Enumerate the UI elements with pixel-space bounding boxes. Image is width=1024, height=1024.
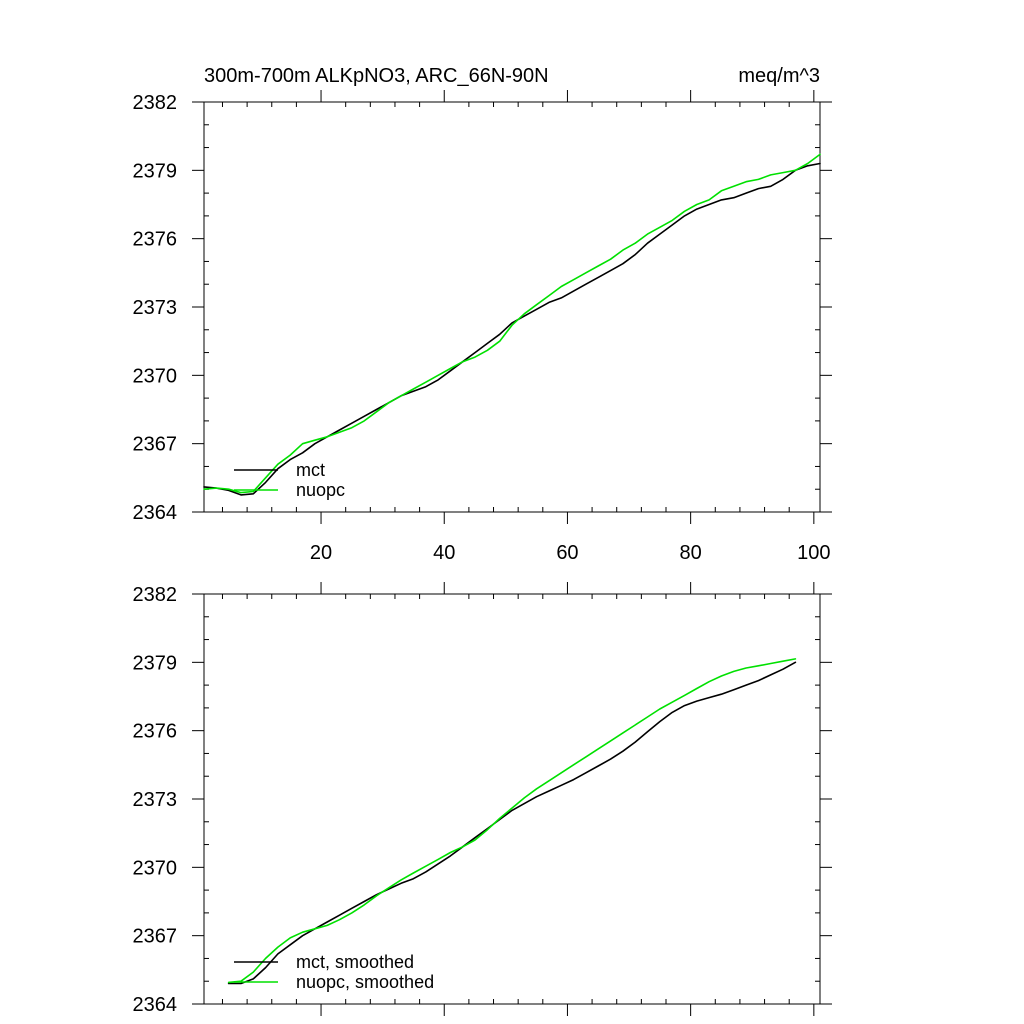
top-panel-title: 300m-700m ALKpNO3, ARC_66N-90N [204, 65, 549, 87]
bottom-panel-series [227, 658, 797, 985]
x-tick-label: 100 [797, 542, 830, 564]
series-line-nuopc-smoothed [227, 658, 797, 984]
y-tick-label: 2382 [133, 92, 178, 114]
y-tick-label: 2373 [133, 297, 178, 319]
x-tick-label: 40 [433, 542, 455, 564]
y-tick-label: 2376 [133, 721, 178, 743]
x-tick-label: 20 [310, 542, 332, 564]
y-tick-label: 2370 [133, 857, 178, 879]
x-tick-label: 80 [680, 542, 702, 564]
series-line-mct [203, 162, 821, 496]
y-tick-label: 2382 [133, 584, 178, 606]
y-tick-label: 2379 [133, 160, 178, 182]
legend-label: mct, smoothed [296, 952, 414, 972]
y-tick-label: 2370 [133, 365, 178, 387]
x-tick-label: 60 [556, 542, 578, 564]
legend-label: mct [296, 460, 325, 480]
legend-label: nuopc, smoothed [296, 972, 434, 992]
legend-label: nuopc [296, 480, 345, 500]
bottom-panel-axes: 2364 2367 2370 2373 2376 2379 2382 [133, 582, 832, 1016]
series-line-mct-smoothed [227, 661, 797, 985]
y-tick-label: 2376 [133, 229, 178, 251]
y-tick-label: 2367 [133, 926, 178, 948]
y-tick-label: 2379 [133, 652, 178, 674]
y-tick-label: 2367 [133, 434, 178, 456]
top-panel-axes: 2364 2367 2370 2373 2376 2379 2382 20 40 60 80 100 [133, 90, 832, 564]
series-line-nuopc [203, 153, 821, 494]
y-tick-label: 2364 [133, 994, 178, 1016]
y-tick-label: 2364 [133, 502, 178, 524]
top-panel: 300m-700m ALKpNO3, ARC_66N-90N meq/m^3 2… [133, 65, 832, 564]
bottom-panel: 2364 2367 2370 2373 2376 2379 2382 mct, smooth… [133, 582, 832, 1016]
y-tick-label: 2373 [133, 789, 178, 811]
top-panel-series [203, 153, 821, 496]
top-panel-units: meq/m^3 [738, 65, 820, 87]
